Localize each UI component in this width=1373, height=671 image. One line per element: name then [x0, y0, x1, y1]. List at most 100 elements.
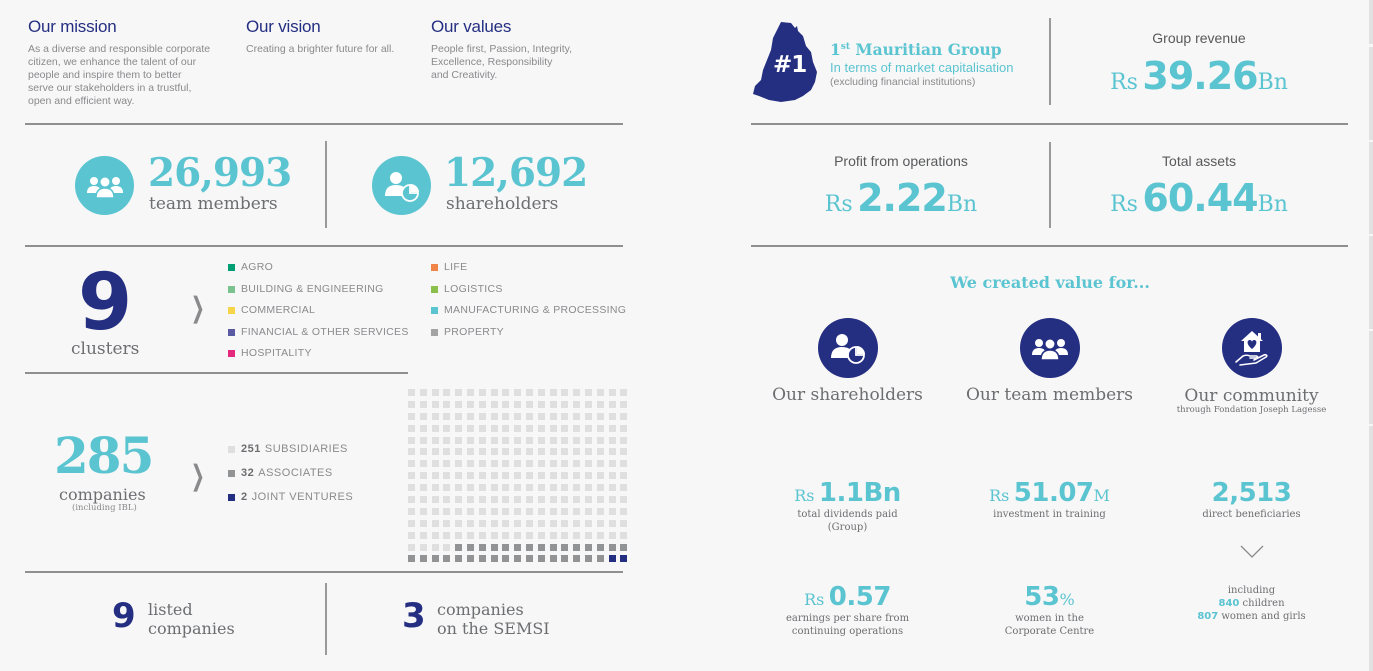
company-square — [478, 543, 486, 551]
company-square — [596, 424, 604, 432]
company-square — [537, 472, 545, 480]
type-label: ASSOCIATES — [258, 467, 333, 479]
company-square — [561, 448, 569, 456]
cluster-swatch — [228, 328, 235, 336]
company-square — [596, 448, 604, 456]
type-count: 2 — [241, 491, 248, 503]
company-square — [419, 460, 427, 468]
cluster-swatch — [431, 263, 438, 271]
company-square — [408, 424, 415, 432]
company-square — [525, 519, 533, 527]
company-square — [419, 400, 427, 408]
values-title: Our values — [431, 17, 512, 36]
company-type-joint-ventures: 2 JOINT VENTURES — [228, 491, 353, 503]
company-square — [466, 389, 474, 396]
company-square — [408, 412, 415, 420]
type-label: JOINT VENTURES — [251, 491, 354, 503]
divider — [25, 372, 408, 374]
beneficiaries-desc: direct beneficiaries — [1202, 509, 1301, 520]
edge-strip — [1369, 331, 1373, 424]
company-square — [608, 424, 616, 432]
company-square — [573, 460, 581, 468]
amount: 0.57 — [828, 582, 892, 612]
company-square — [408, 400, 415, 408]
company-square — [478, 496, 486, 504]
company-square — [549, 448, 557, 456]
vision-block: Our vision Creating a brighter future fo… — [246, 17, 426, 56]
company-square — [490, 531, 498, 539]
revenue-value: Rs 39.26Bn — [1060, 54, 1338, 98]
company-square — [443, 484, 451, 492]
company-square — [419, 531, 427, 539]
cluster-swatch — [228, 285, 235, 293]
companies-note: (including IBL) — [72, 503, 137, 513]
company-square — [431, 436, 439, 444]
company-square — [537, 507, 545, 515]
cluster-swatch — [228, 306, 235, 314]
company-square — [431, 412, 439, 420]
company-square — [525, 472, 533, 480]
companies-label: companies — [59, 485, 146, 504]
company-square — [455, 507, 463, 515]
company-square — [537, 496, 545, 504]
company-square — [419, 389, 427, 396]
mauritius-island-icon — [753, 22, 817, 102]
company-square — [490, 519, 498, 527]
companies-count: 285 — [54, 426, 154, 485]
company-square — [514, 531, 522, 539]
company-square — [455, 424, 463, 432]
cluster-legend-item: FINANCIAL & OTHER SERVICES — [228, 326, 409, 338]
desc-line: Corporate Centre — [1004, 626, 1095, 637]
company-square — [573, 412, 581, 420]
currency: Rs — [824, 192, 853, 217]
company-square — [525, 448, 533, 456]
company-square — [608, 472, 616, 480]
company-square — [620, 400, 628, 408]
company-square — [443, 531, 451, 539]
company-square — [620, 519, 628, 527]
mission-block: Our mission As a diverse and responsible… — [28, 17, 238, 108]
company-square — [549, 543, 557, 551]
company-square — [549, 507, 557, 515]
company-square — [490, 389, 498, 396]
company-square — [419, 507, 427, 515]
company-square — [514, 555, 522, 563]
company-square — [502, 555, 510, 563]
company-square — [514, 448, 522, 456]
including-breakdown: including 840 children 807 women and gir… — [1164, 584, 1339, 623]
edge-strip — [1369, 236, 1373, 329]
company-square — [466, 496, 474, 504]
company-square — [478, 519, 486, 527]
currency: Rs — [794, 486, 815, 505]
company-square — [608, 507, 616, 515]
company-square — [466, 424, 474, 432]
listed-line: companies — [148, 619, 235, 638]
clusters-count: 9 — [78, 258, 133, 348]
companies-square-grid — [408, 389, 628, 563]
company-square — [408, 436, 415, 444]
cluster-label: BUILDING & ENGINEERING — [241, 283, 384, 295]
company-square — [431, 555, 439, 563]
currency: Rs — [989, 486, 1010, 505]
company-square — [596, 460, 604, 468]
company-square — [431, 448, 439, 456]
rank-badge: #1 — [773, 52, 807, 78]
divider-vertical — [325, 141, 327, 228]
cluster-legend-item: AGRO — [228, 261, 273, 273]
company-square — [549, 484, 557, 492]
cluster-legend-item: LIFE — [431, 261, 467, 273]
company-square — [478, 531, 486, 539]
company-square — [502, 531, 510, 539]
company-square — [443, 543, 451, 551]
company-square — [608, 436, 616, 444]
company-square — [596, 507, 604, 515]
divider-vertical — [1049, 18, 1051, 105]
company-square — [561, 531, 569, 539]
women-value: 53% — [962, 582, 1137, 612]
company-square — [525, 389, 533, 396]
assets-label: Total assets — [1162, 153, 1236, 169]
company-square — [596, 531, 604, 539]
company-square — [514, 436, 522, 444]
company-square — [502, 460, 510, 468]
company-square — [561, 412, 569, 420]
